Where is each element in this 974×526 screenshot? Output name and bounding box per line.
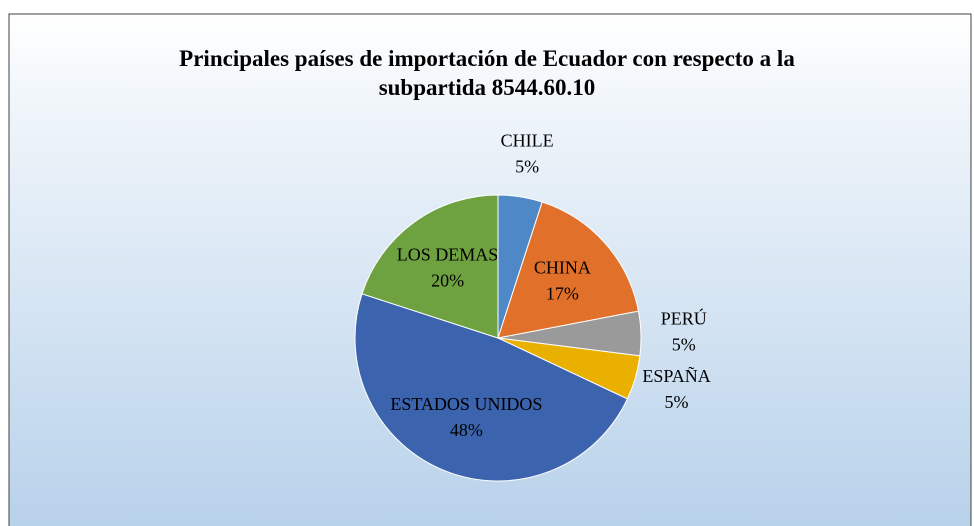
slice-value-label: 5% — [665, 392, 689, 412]
slice-label: ESTADOS UNIDOS — [390, 394, 542, 414]
slice-label: ESPAÑA — [642, 365, 710, 386]
slice-value-label: 48% — [450, 420, 483, 440]
slice-value-label: 20% — [431, 271, 464, 291]
slice-value-label: 5% — [672, 334, 696, 354]
slice-label: LOS DEMAS — [397, 245, 499, 265]
slice-value-label: 17% — [546, 283, 579, 303]
slice-value-label: 5% — [515, 157, 539, 177]
chart-title: Principales países de importación de Ecu… — [179, 46, 795, 100]
pie-slice — [361, 194, 499, 339]
slice-label: CHILE — [501, 131, 554, 151]
slice-label: CHINA — [534, 257, 591, 277]
pie-slice — [354, 293, 629, 482]
slice-label: PERÚ — [661, 307, 707, 328]
pie-slice — [497, 201, 640, 339]
